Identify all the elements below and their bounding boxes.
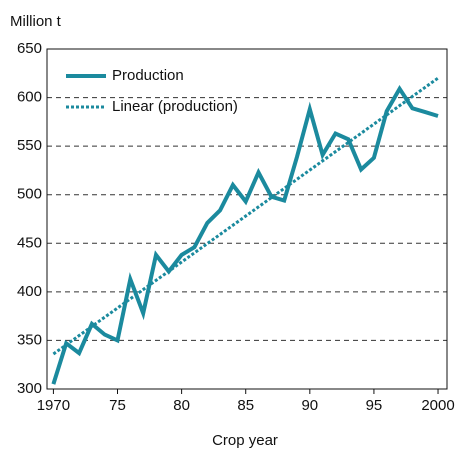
y-tick-label: 450	[17, 234, 42, 251]
y-tick-label: 650	[17, 40, 42, 57]
y-tick-label: 600	[17, 89, 42, 106]
plot-frame	[46, 48, 448, 390]
y-tick-label: 350	[17, 331, 42, 348]
y-tick-label: 400	[17, 283, 42, 300]
y-axis-label: Million t	[10, 13, 62, 30]
y-tick-label: 550	[17, 137, 42, 154]
x-tick-label: 2000	[421, 397, 454, 414]
legend-label: Linear (production)	[112, 98, 238, 115]
x-tick-label: 90	[301, 397, 318, 414]
x-tick-label: 75	[109, 397, 126, 414]
x-tick-label: 85	[237, 397, 254, 414]
x-tick-label: 80	[173, 397, 190, 414]
y-tick-label: 500	[17, 186, 42, 203]
x-tick-label: 1970	[37, 397, 70, 414]
data-line	[51, 84, 439, 385]
x-tick-label: 95	[366, 397, 383, 414]
legend-label: Production	[112, 67, 184, 84]
trend-line	[52, 76, 439, 356]
y-tick-label: 300	[17, 380, 42, 397]
x-axis-label: Crop year	[212, 432, 278, 449]
